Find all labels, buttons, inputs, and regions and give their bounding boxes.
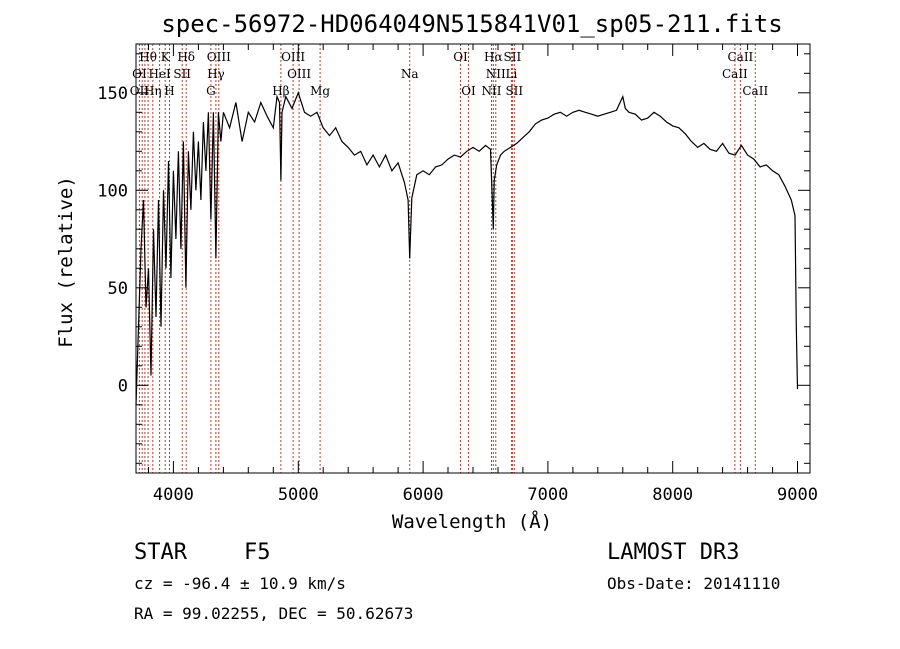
x-axis-ticks: 4000 5000 6000 7000 8000 9000 <box>148 44 818 505</box>
line-label-mid-4: OIII <box>287 67 311 81</box>
x-tick-label-0: 4000 <box>153 485 194 505</box>
observation-date: Obs-Date: 20141110 <box>607 574 781 593</box>
y-axis-ticks: 0 50 100 150 <box>97 53 810 464</box>
line-label-mid-2: SII <box>173 67 191 81</box>
y-tick-label-1: 50 <box>108 279 128 299</box>
redshift-value: cz = -96.4 ± 10.9 km/s <box>134 574 346 593</box>
y-tick-label-2: 100 <box>97 181 128 201</box>
x-tick-label-5: 9000 <box>777 485 818 505</box>
object-class: STAR <box>134 540 187 565</box>
survey-name: LAMOST DR3 <box>607 540 740 565</box>
y-tick-label-0: 0 <box>118 376 128 396</box>
line-label-mid-6: NII <box>486 67 506 81</box>
line-label-low-9: CaII <box>742 84 768 98</box>
line-label-low-1: Hη <box>144 84 162 98</box>
line-label-top-2: Hδ <box>177 50 195 64</box>
line-label-top-6: Hα <box>484 50 503 64</box>
x-axis-label: Wavelength (Å) <box>392 510 552 533</box>
x-tick-label-1: 5000 <box>278 485 319 505</box>
line-label-low-8: SII <box>505 84 523 98</box>
x-tick-label-4: 8000 <box>652 485 693 505</box>
chart-title: spec-56972-HD064049N515841V01_sp05-211.f… <box>161 10 782 38</box>
line-label-low-7: NII <box>482 84 502 98</box>
line-label-low-5: Mg <box>310 84 330 98</box>
line-label-low-3: G <box>206 84 216 98</box>
spectrum-line <box>135 91 799 405</box>
line-label-top-4: OIII <box>281 50 305 64</box>
line-label-mid-1: HeI <box>148 67 171 81</box>
line-label-mid-3: Hγ <box>207 67 225 81</box>
coordinates: RA = 99.02255, DEC = 50.62673 <box>134 604 414 623</box>
line-label-mid-7: Li <box>505 67 517 81</box>
line-label-top-7: SII <box>504 50 522 64</box>
line-label-low-4: Hβ <box>272 84 289 98</box>
line-label-mid-5: Na <box>401 67 419 81</box>
line-label-top-1: K <box>161 50 171 64</box>
line-label-low-6: OI <box>461 84 476 98</box>
spectral-subclass: F5 <box>244 540 271 565</box>
x-tick-label-2: 6000 <box>403 485 444 505</box>
line-label-top-3: OIII <box>207 50 231 64</box>
y-tick-label-3: 150 <box>97 84 128 104</box>
line-label-top-8: CaII <box>727 50 753 64</box>
line-label-mid-8: CaII <box>722 67 748 81</box>
line-label-low-2: H <box>164 84 174 98</box>
line-label-top-5: OI <box>453 50 468 64</box>
line-label-low-0: OII <box>130 84 150 98</box>
x-tick-label-3: 7000 <box>527 485 568 505</box>
emission-line-markers <box>138 44 756 473</box>
y-axis-label: Flux (relative) <box>55 176 77 348</box>
line-label-mid-0: OI <box>132 67 147 81</box>
line-label-top-0: Hθ <box>139 50 157 64</box>
